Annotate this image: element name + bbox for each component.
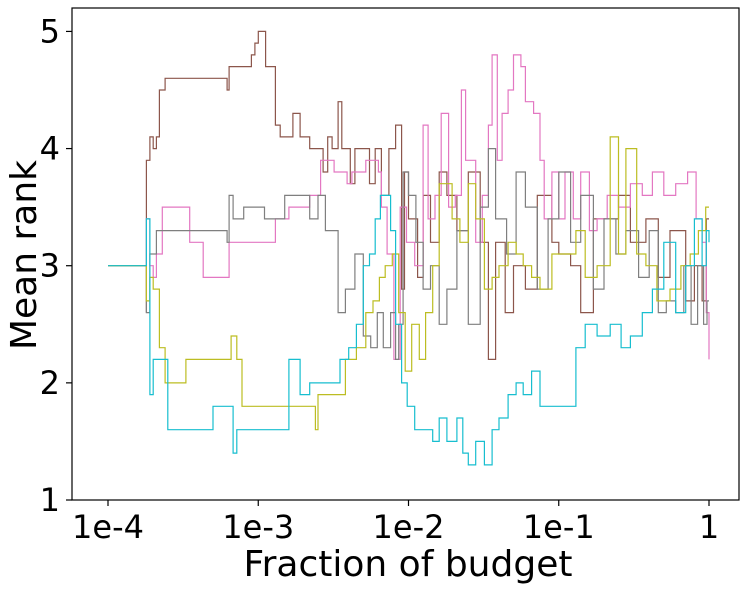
x-tick-label: 1e-3 — [222, 508, 294, 546]
y-tick-label: 3 — [40, 247, 60, 285]
series-line-brown — [108, 30, 709, 360]
series-line-pink — [108, 54, 710, 360]
y-axis-label: Mean rank — [4, 160, 45, 350]
x-tick-label: 1e-1 — [523, 508, 595, 546]
x-tick-label: 1 — [699, 508, 719, 546]
y-tick-label: 5 — [40, 12, 60, 50]
y-tick-label: 4 — [40, 130, 60, 168]
y-tick-label: 2 — [40, 364, 60, 402]
x-tick-label: 1e-4 — [72, 508, 144, 546]
y-axis-ticks: 1 2 3 4 5 — [40, 12, 72, 519]
x-axis-label: Fraction of budget — [244, 544, 573, 585]
series-layer — [108, 30, 710, 466]
x-axis-ticks: 1e-4 1e-3 1e-2 1e-1 1 — [72, 500, 719, 546]
x-tick-label: 1e-2 — [373, 508, 445, 546]
plot-frame — [71, 7, 740, 501]
series-line-cyan — [108, 194, 710, 466]
y-tick-label: 1 — [40, 481, 60, 519]
series-line-olive — [108, 136, 709, 431]
